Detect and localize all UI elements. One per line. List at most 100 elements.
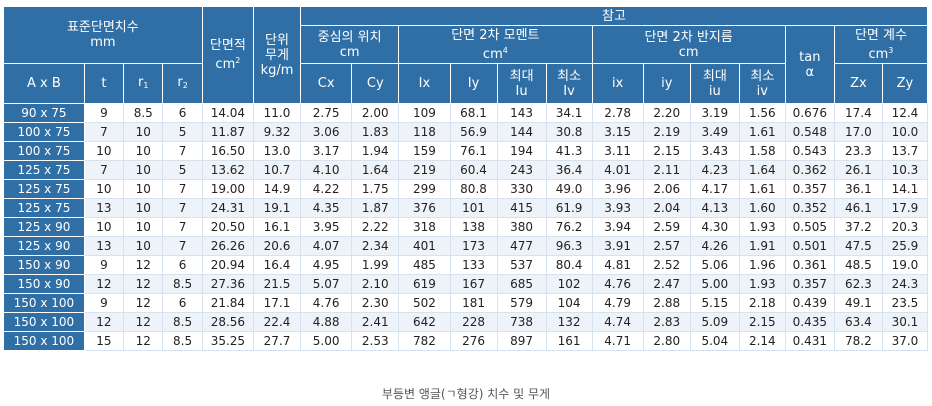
table-cell: 19.0 (881, 255, 929, 275)
size-cell: 100 x 75 (3, 122, 85, 142)
table-cell: 36.4 (545, 160, 593, 180)
size-cell: 150 x 100 (3, 312, 85, 332)
table-cell: 26.1 (833, 160, 883, 180)
table-cell: 133 (449, 255, 498, 275)
table-cell: 5.15 (689, 293, 740, 313)
table-cell: 6 (162, 293, 203, 313)
table-cell: 19.00 (201, 179, 255, 199)
header-iu-radius-max: 최대 iu (689, 63, 740, 104)
table-cell: 401 (398, 236, 451, 256)
table-cell: 3.11 (591, 141, 644, 161)
size-cell: 150 x 100 (3, 293, 85, 313)
header-weight-unit: kg/m (260, 62, 294, 78)
table-body: 90 x 75 9 8.5 6 14.04 11.0 2.75 2.00 109 68.1 143 3… (3, 103, 929, 351)
table-cell: 299 (398, 179, 451, 199)
table-cell: 13 (83, 236, 125, 256)
header-centroid-unit: cm (339, 44, 360, 60)
table-cell: 1.87 (351, 198, 400, 218)
table-cell: 30.1 (881, 312, 929, 332)
table-cell: 7 (83, 160, 125, 180)
table-cell: 579 (496, 293, 547, 313)
table-cell: 5 (162, 122, 203, 142)
table-cell: 4.23 (689, 160, 740, 180)
table-cell: 4.35 (299, 198, 353, 218)
table-cell: 3.94 (591, 217, 644, 237)
table-cell: 1.83 (351, 122, 400, 142)
table-row: 125 x 75 10 10 7 19.00 14.9 4.22 1.75 299 80.8 330… (3, 179, 929, 199)
table-cell: 619 (398, 274, 451, 294)
table-cell: 10 (83, 179, 125, 199)
table-cell: 80.8 (449, 179, 498, 199)
table-cell: 2.80 (642, 331, 691, 351)
table-cell: 6 (162, 255, 203, 275)
table-cell: 1.93 (738, 274, 786, 294)
table-cell: 22.4 (253, 312, 301, 332)
table-cell: 1.64 (351, 160, 400, 180)
header-t: t (83, 63, 125, 104)
table-cell: 109 (398, 103, 451, 123)
table-cell: 101 (449, 198, 498, 218)
table-cell: 5.04 (689, 331, 740, 351)
table-cell: 5.07 (299, 274, 353, 294)
table-cell: 60.4 (449, 160, 498, 180)
table-cell: 0.357 (784, 179, 835, 199)
table-cell: 502 (398, 293, 451, 313)
angle-spec-table: 표준단면치수 mm 단면적 cm2 단위 무게 kg/m 참고 중심의 위치 c… (3, 6, 929, 351)
table-cell: 0.676 (784, 103, 835, 123)
table-cell: 10 (123, 160, 164, 180)
table-cell: 1.58 (738, 141, 786, 161)
table-cell: 2.52 (642, 255, 691, 275)
table-cell: 63.4 (833, 312, 883, 332)
table-cell: 118 (398, 122, 451, 142)
table-cell: 3.49 (689, 122, 740, 142)
table-cell: 9 (83, 293, 125, 313)
table-cell: 10 (123, 198, 164, 218)
header-iv-min: 최소 Iv (545, 63, 593, 104)
table-cell: 685 (496, 274, 547, 294)
table-cell: 12 (83, 274, 125, 294)
table-cell: 5.00 (299, 331, 353, 351)
table-cell: 1.75 (351, 179, 400, 199)
table-cell: 16.50 (201, 141, 255, 161)
table-cell: 20.94 (201, 255, 255, 275)
header-modulus-unit: cm3 (868, 45, 894, 62)
table-cell: 738 (496, 312, 547, 332)
table-cell: 14.04 (201, 103, 255, 123)
table-cell: 27.7 (253, 331, 301, 351)
table-cell: 37.0 (881, 331, 929, 351)
table-cell: 1.56 (738, 103, 786, 123)
table-cell: 5.09 (689, 312, 740, 332)
table-cell: 138 (449, 217, 498, 237)
table-cell: 10 (123, 236, 164, 256)
header-cy: Cy (351, 63, 400, 104)
table-cell: 62.3 (833, 274, 883, 294)
table-cell: 12 (123, 331, 164, 351)
table-cell: 0.361 (784, 255, 835, 275)
header-axb: A x B (3, 63, 85, 104)
table-cell: 47.5 (833, 236, 883, 256)
table-cell: 78.2 (833, 331, 883, 351)
header-zx: Zx (833, 63, 883, 104)
table-cell: 10 (83, 141, 125, 161)
table-cell: 143 (496, 103, 547, 123)
header-area: 단면적 cm2 (201, 6, 255, 104)
table-cell: 1.61 (738, 179, 786, 199)
table-cell: 49.0 (545, 179, 593, 199)
table-cell: 4.10 (299, 160, 353, 180)
table-cell: 7 (162, 217, 203, 237)
table-row: 100 x 75 10 10 7 16.50 13.0 3.17 1.94 159 76.1 194… (3, 141, 929, 161)
header-modulus: 단면 계수 cm3 (833, 25, 929, 64)
table-cell: 10.7 (253, 160, 301, 180)
table-cell: 380 (496, 217, 547, 237)
table-cell: 3.91 (591, 236, 644, 256)
table-cell: 144 (496, 122, 547, 142)
table-cell: 2.18 (738, 293, 786, 313)
size-cell: 125 x 90 (3, 236, 85, 256)
table-cell: 7 (162, 236, 203, 256)
header-ix-moment: Ix (398, 63, 451, 104)
table-cell: 1.61 (738, 122, 786, 142)
table-cell: 15 (83, 331, 125, 351)
header-weight-label-2: 무게 (265, 47, 289, 63)
table-cell: 3.06 (299, 122, 353, 142)
table-cell: 9 (83, 255, 125, 275)
